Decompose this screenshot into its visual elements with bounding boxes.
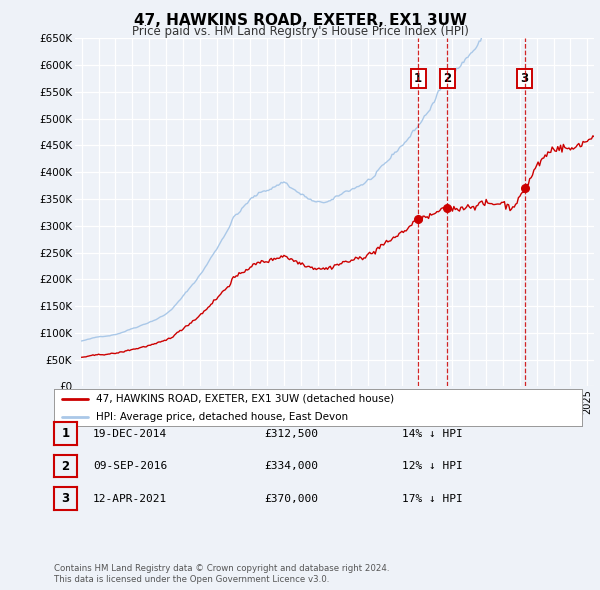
- Text: 1: 1: [61, 427, 70, 440]
- Text: 19-DEC-2014: 19-DEC-2014: [93, 429, 167, 438]
- Text: HPI: Average price, detached house, East Devon: HPI: Average price, detached house, East…: [96, 412, 349, 422]
- Text: 47, HAWKINS ROAD, EXETER, EX1 3UW (detached house): 47, HAWKINS ROAD, EXETER, EX1 3UW (detac…: [96, 394, 394, 404]
- Text: £370,000: £370,000: [264, 494, 318, 503]
- Text: 1: 1: [414, 72, 422, 85]
- Text: Contains HM Land Registry data © Crown copyright and database right 2024.: Contains HM Land Registry data © Crown c…: [54, 565, 389, 573]
- Text: 3: 3: [61, 492, 70, 505]
- Text: 2: 2: [61, 460, 70, 473]
- Text: 14% ↓ HPI: 14% ↓ HPI: [402, 429, 463, 438]
- Text: 47, HAWKINS ROAD, EXETER, EX1 3UW: 47, HAWKINS ROAD, EXETER, EX1 3UW: [134, 13, 466, 28]
- Text: £312,500: £312,500: [264, 429, 318, 438]
- Text: 12-APR-2021: 12-APR-2021: [93, 494, 167, 503]
- Text: This data is licensed under the Open Government Licence v3.0.: This data is licensed under the Open Gov…: [54, 575, 329, 584]
- Text: £334,000: £334,000: [264, 461, 318, 471]
- Text: 12% ↓ HPI: 12% ↓ HPI: [402, 461, 463, 471]
- Text: 17% ↓ HPI: 17% ↓ HPI: [402, 494, 463, 503]
- Text: Price paid vs. HM Land Registry's House Price Index (HPI): Price paid vs. HM Land Registry's House …: [131, 25, 469, 38]
- Text: 09-SEP-2016: 09-SEP-2016: [93, 461, 167, 471]
- Text: 3: 3: [521, 72, 529, 85]
- Text: 2: 2: [443, 72, 451, 85]
